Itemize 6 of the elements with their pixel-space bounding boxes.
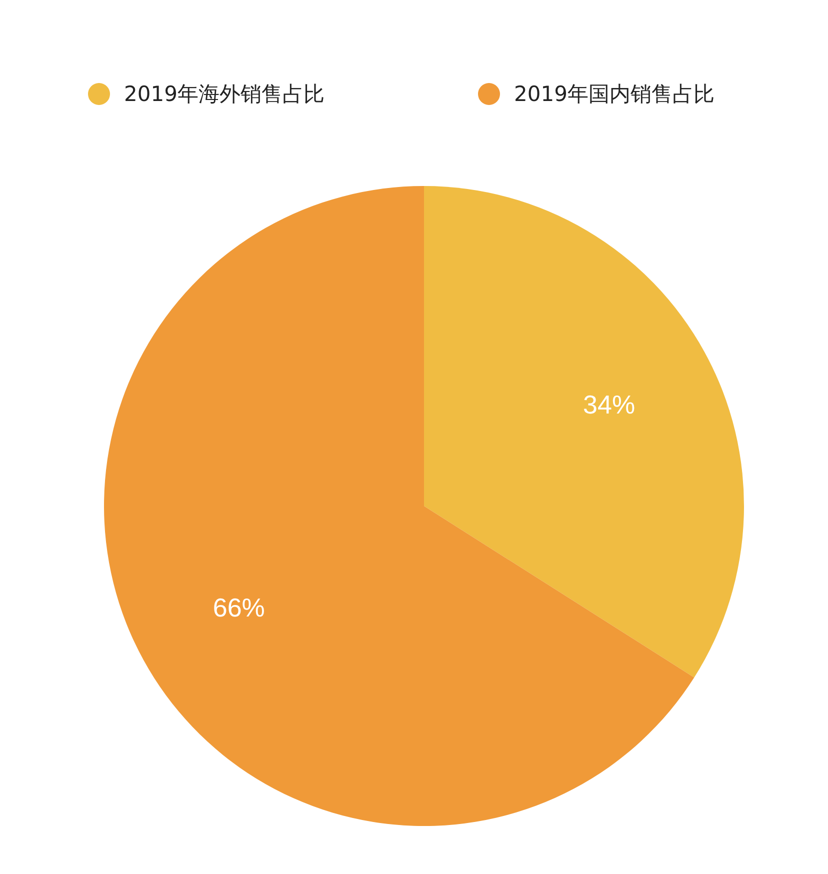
data-label: 66% bbox=[212, 592, 265, 623]
pie-slice bbox=[104, 186, 694, 826]
pie-slice bbox=[424, 186, 744, 678]
data-label: 34% bbox=[583, 389, 636, 420]
legend-label: 2019年海外销售占比 bbox=[124, 81, 324, 108]
legend-label: 2019年国内销售占比 bbox=[514, 81, 714, 108]
